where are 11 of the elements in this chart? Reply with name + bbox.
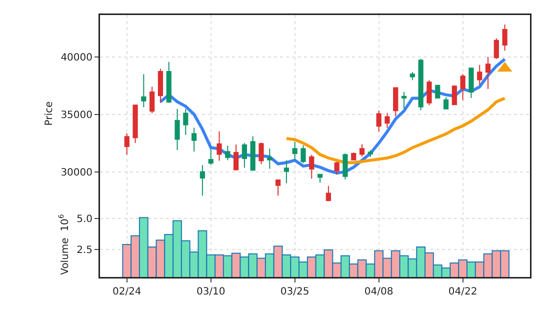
y-tick-label: 5.0 (76, 214, 92, 225)
x-tick-label: 03/25 (280, 286, 310, 298)
y-tick-label: 2.5 (76, 245, 92, 256)
y-tick-label: 40000 (60, 52, 92, 64)
y-tick-label: 35000 (60, 110, 92, 121)
x-tick-label: 03/10 (196, 286, 226, 298)
x-tick-label: 04/22 (448, 286, 478, 298)
y-tick-label: 30000 (60, 167, 92, 178)
x-tick-label: 02/24 (112, 286, 142, 298)
x-tick-label: 04/08 (364, 286, 394, 298)
y-axis-title: Price (44, 101, 55, 126)
